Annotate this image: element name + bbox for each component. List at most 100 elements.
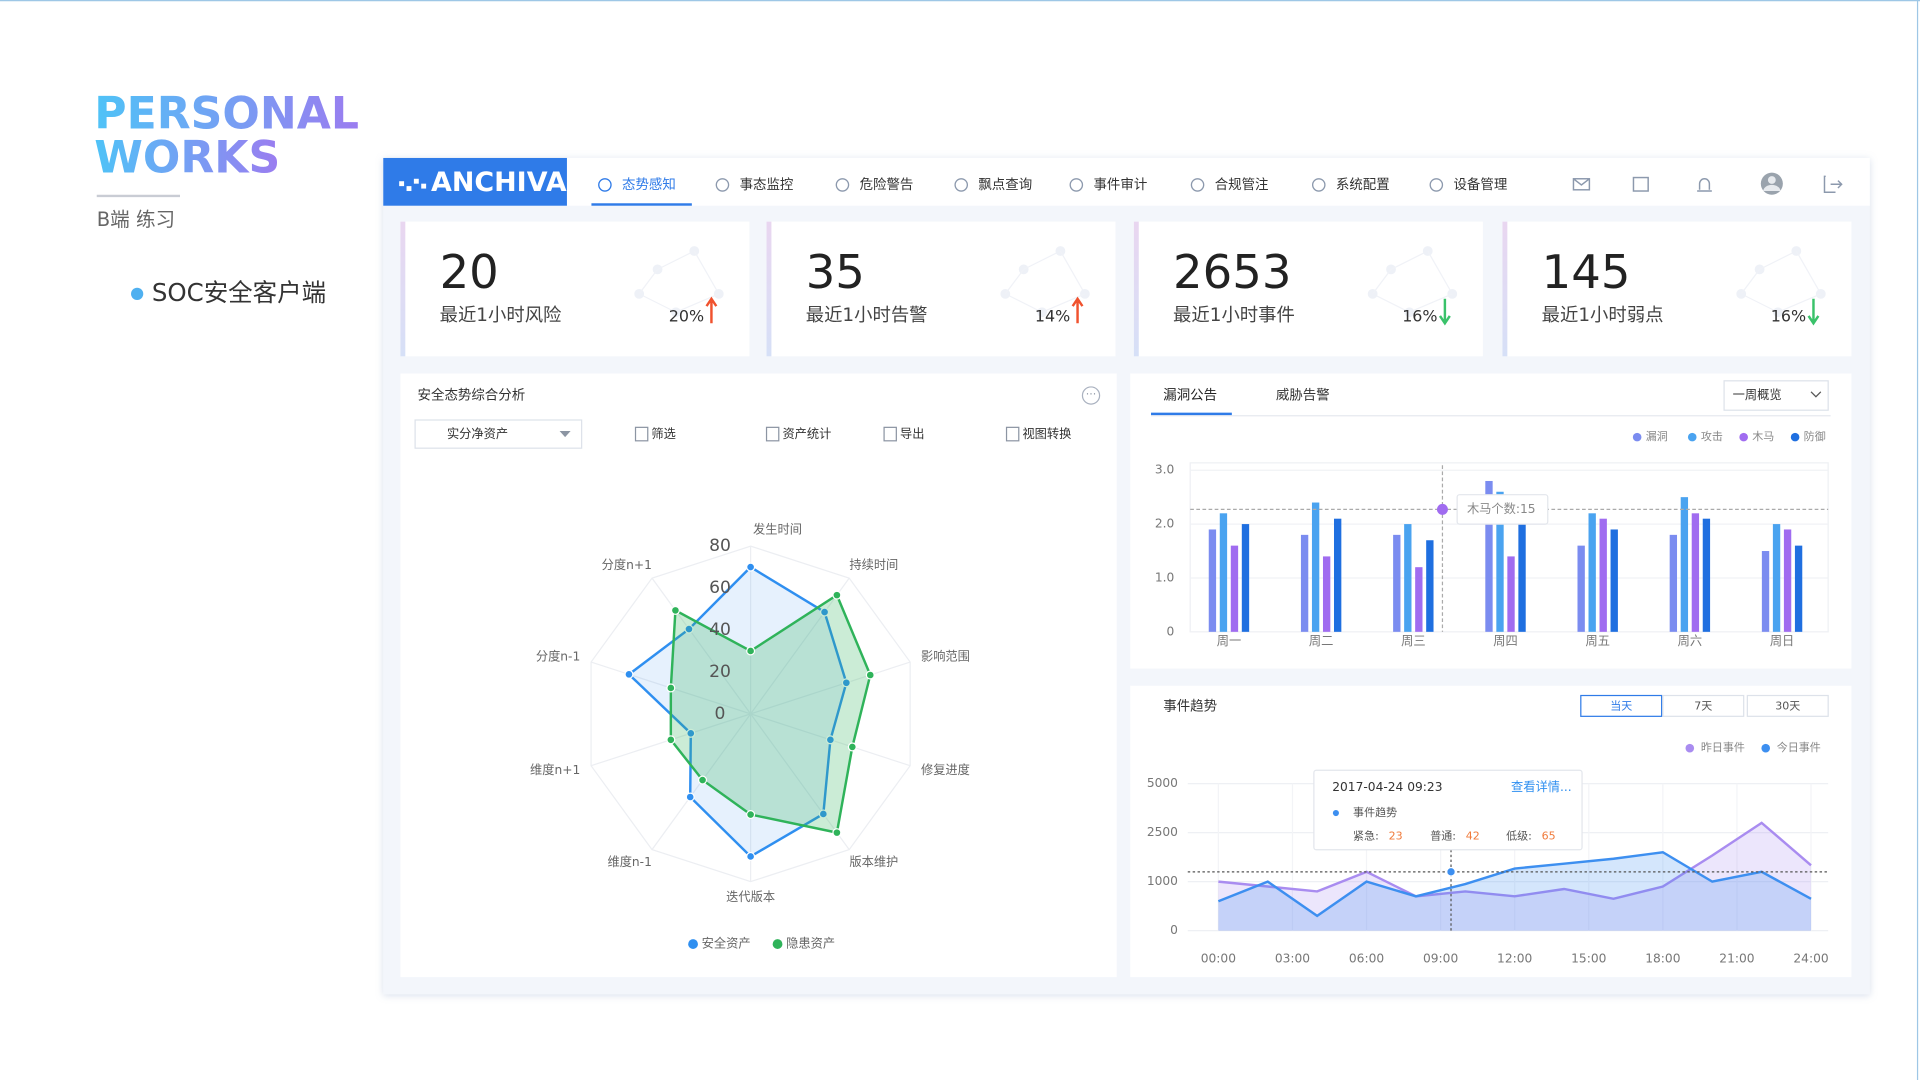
range-button[interactable] [1746,694,1829,717]
logo-text: ANCHIVA [431,167,567,198]
tool-button[interactable]: 导出 [900,427,924,441]
tab-icon [954,178,969,192]
range-button[interactable] [1580,694,1663,717]
radar-point [825,735,835,745]
bar [1322,556,1331,632]
more-button[interactable] [1081,386,1101,405]
radar-point [832,590,842,600]
tooltip-item-label: 紧急: [1353,828,1379,842]
tool-button[interactable]: 资产统计 [782,427,831,441]
tab-icon [1190,178,1205,192]
card-accent [400,221,406,357]
tooltip-dot [1332,810,1339,817]
nav-tab[interactable]: 事件审计 [1093,177,1147,193]
stat-card [400,221,750,357]
card-label: 最近1小时弱点 [1542,305,1664,326]
line-tooltip [1313,769,1583,851]
bar [1415,567,1423,632]
x-tick-label: 03:00 [1275,951,1310,965]
card-accent [1133,221,1139,357]
bar-tab[interactable]: 漏洞公告 [1163,388,1217,404]
radar-point [685,792,695,802]
x-tick-label: 周二 [1309,634,1333,648]
legend-label: 漏洞 [1646,430,1668,443]
nav-tab[interactable]: 合规管注 [1215,177,1269,193]
radar-point [832,828,842,838]
radar-point [624,669,634,679]
bar [1518,507,1526,632]
legend-label: 隐患资产 [786,937,835,951]
nav-tab[interactable]: 态势感知 [622,176,676,193]
radar-axis-label: 迭代版本 [726,890,775,904]
card-decoration [634,288,645,299]
x-tick-label: 24:00 [1793,951,1828,965]
stat-card [766,221,1116,357]
item-dot [131,287,144,300]
tooltip-date: 2017-04-24 09:23 [1332,780,1442,794]
bar [1691,513,1700,632]
tooltip-link[interactable]: 查看详情... [1511,779,1572,794]
x-tick-label: 周一 [1217,634,1241,648]
range-button-text: 30天 [1775,700,1800,713]
nav-tab[interactable]: 事态监控 [740,177,794,193]
card-decoration-line [1795,250,1822,295]
bar [1230,545,1239,632]
bar [1680,497,1689,632]
radar-tick-label: 40 [709,620,731,640]
tool-button[interactable]: 筛选 [651,426,675,441]
bar [1599,518,1607,632]
bar [1426,540,1434,632]
tab-icon [1311,178,1326,192]
tool-icon [1005,426,1020,442]
range-button[interactable] [1662,694,1745,717]
bar-tooltip-text: 木马个数:15 [1467,501,1536,516]
portfolio-subtitle: B端 练习 [97,208,175,231]
tooltip-point [1446,866,1456,877]
bar [1577,545,1585,632]
range-select-text: 一周概览 [1733,387,1782,402]
card-label: 最近1小时告警 [806,305,928,326]
x-tick-label: 12:00 [1497,951,1532,965]
nav-tab[interactable]: 飘点查询 [978,177,1032,193]
card-decoration-line [638,293,677,313]
bar [1702,518,1711,632]
nav-tab[interactable]: 危险警告 [860,177,914,193]
asset-select-text: 实分净资产 [447,426,508,441]
card-decoration [1367,288,1378,299]
nav-right-icons [1572,175,1843,193]
asset-select[interactable] [414,419,583,449]
radar-point [746,562,756,572]
radar-axis-label: 分度n-1 [536,649,580,664]
nav-tab[interactable]: 设备管理 [1453,176,1507,193]
stat-card [1502,221,1852,357]
stat-card [1133,221,1483,357]
nav-tab[interactable]: 系统配置 [1336,177,1390,193]
bar [1393,534,1401,632]
trend-arrow [1807,298,1820,326]
bar [1772,524,1781,632]
radar-axis-label: 维度n+1 [530,762,580,777]
y-tick-label: 0 [1170,923,1178,937]
radar-tick-label: 80 [709,536,731,556]
x-tick-label: 周四 [1493,634,1517,648]
card-label: 最近1小时事件 [1173,305,1295,326]
radar-point [746,851,756,862]
line [1217,850,1812,918]
card-value: 145 [1542,245,1631,299]
radar-point [670,605,680,615]
bar-tab[interactable]: 威胁告警 [1276,388,1330,404]
legend-label: 安全资产 [702,936,751,951]
tool-button[interactable]: 视图转换 [1022,426,1071,441]
bar-tooltip [1456,494,1549,525]
select-caret [559,431,571,438]
bar [1208,529,1217,632]
range-select[interactable] [1723,380,1829,411]
bar [1610,529,1618,632]
y-tick-label: 2.0 [1155,517,1174,531]
card-decoration-line [1023,250,1061,270]
x-tick-label: 00:00 [1201,951,1236,965]
radar-point [865,670,875,680]
y-tick-label: 3.0 [1155,463,1174,477]
legend-dot [1739,432,1748,442]
tab-icon [598,178,612,192]
